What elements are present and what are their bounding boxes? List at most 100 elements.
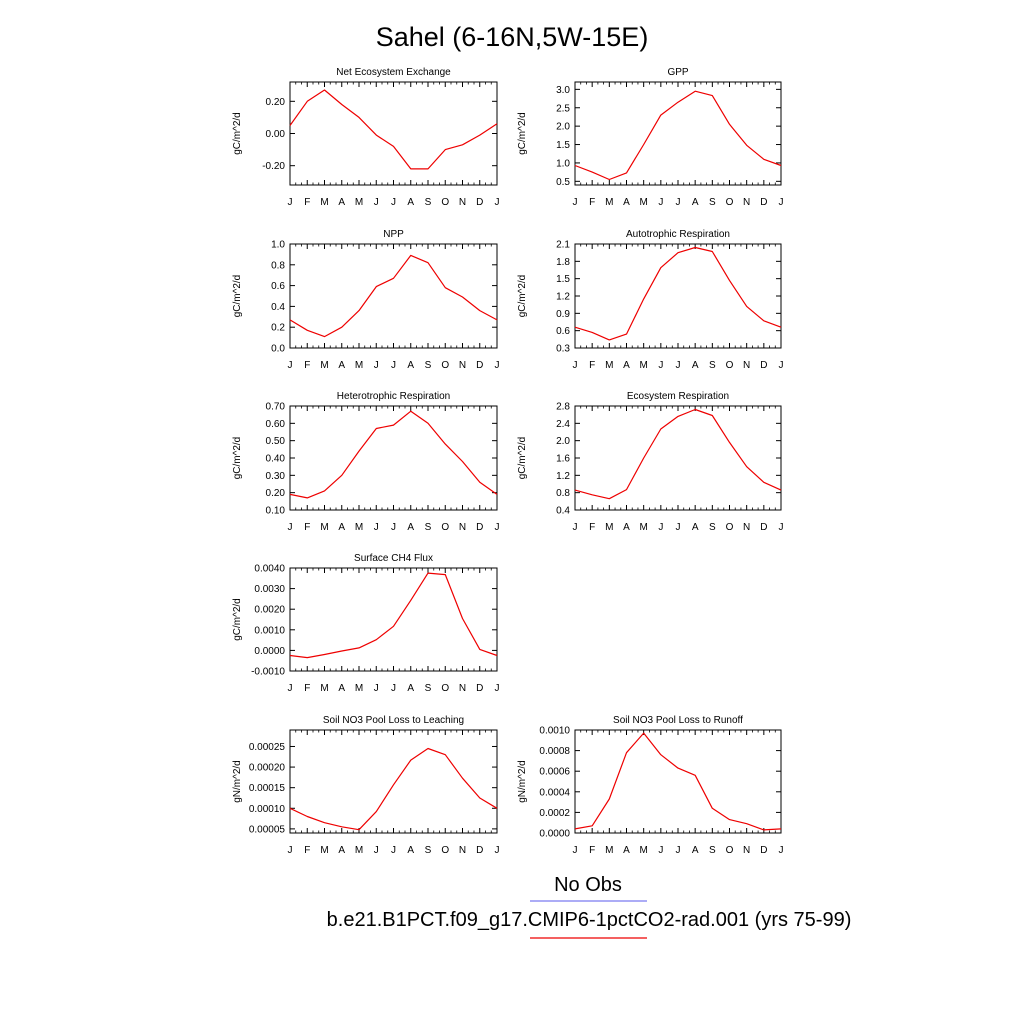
x-tick-label: A: [338, 683, 345, 694]
y-tick-label: 0.00025: [249, 742, 286, 753]
y-tick-label: 1.5: [556, 274, 570, 285]
x-tick-label: S: [709, 522, 716, 533]
x-tick-label: J: [288, 522, 293, 533]
y-tick-label: 0.0000: [539, 829, 570, 840]
x-tick-label: J: [374, 360, 379, 371]
x-tick-label: N: [459, 360, 466, 371]
x-tick-label: S: [425, 845, 432, 856]
x-tick-label: M: [320, 845, 328, 856]
y-tick-label: 0.0010: [254, 625, 285, 636]
x-tick-label: D: [476, 360, 483, 371]
x-tick-label: J: [391, 197, 396, 208]
y-tick-label: 0.00015: [249, 783, 286, 794]
x-tick-label: M: [639, 522, 647, 533]
x-tick-label: J: [676, 522, 681, 533]
x-tick-label: A: [692, 522, 699, 533]
x-tick-label: F: [304, 683, 310, 694]
x-tick-label: S: [709, 197, 716, 208]
x-tick-label: M: [320, 360, 328, 371]
y-tick-label: 0.40: [266, 454, 286, 465]
y-tick-label: 1.6: [556, 454, 570, 465]
y-axis-label: gN/m^2/d: [517, 760, 528, 803]
x-tick-label: F: [589, 845, 595, 856]
x-tick-label: S: [425, 683, 432, 694]
y-tick-label: 0.6: [271, 281, 285, 292]
x-tick-label: A: [338, 845, 345, 856]
x-tick-label: M: [355, 522, 363, 533]
y-tick-label: 0.2: [271, 323, 285, 334]
y-tick-label: 0.70: [266, 402, 286, 413]
x-tick-label: J: [779, 360, 784, 371]
plot-frame: [289, 243, 498, 349]
y-tick-label: 0.0006: [539, 767, 570, 778]
x-tick-label: M: [639, 845, 647, 856]
x-tick-label: M: [320, 522, 328, 533]
x-tick-label: O: [726, 845, 734, 856]
y-tick-label: 1.5: [556, 140, 570, 151]
series-line: [574, 732, 782, 831]
x-tick-label: N: [459, 683, 466, 694]
y-axis-label: gC/m^2/d: [232, 112, 243, 155]
y-tick-label: 0.5: [556, 177, 570, 188]
x-tick-label: O: [441, 197, 449, 208]
y-tick-label: 0.20: [266, 97, 286, 108]
x-tick-label: A: [407, 197, 414, 208]
x-tick-label: A: [338, 197, 345, 208]
x-tick-label: D: [760, 845, 767, 856]
x-tick-label: J: [391, 845, 396, 856]
x-tick-label: N: [459, 845, 466, 856]
x-tick-label: J: [288, 197, 293, 208]
y-tick-label: 0.50: [266, 436, 286, 447]
x-tick-label: J: [495, 845, 500, 856]
plot-frame: [574, 729, 782, 834]
panel-title: Surface CH4 Flux: [354, 553, 433, 564]
x-tick-label: A: [692, 197, 699, 208]
x-tick-label: J: [573, 360, 578, 371]
figure-title: Sahel (6-16N,5W-15E): [376, 22, 649, 52]
series-line: [289, 254, 498, 338]
x-tick-label: F: [589, 522, 595, 533]
x-tick-label: A: [407, 360, 414, 371]
x-tick-label: J: [658, 197, 663, 208]
panel-title: Net Ecosystem Exchange: [336, 67, 451, 78]
y-tick-label: 0.0002: [539, 808, 570, 819]
y-tick-label: 0.00020: [249, 763, 286, 774]
x-tick-label: F: [304, 522, 310, 533]
y-tick-label: 2.0: [556, 122, 570, 133]
series-line: [574, 408, 782, 500]
x-tick-label: O: [441, 360, 449, 371]
x-tick-label: S: [709, 845, 716, 856]
x-tick-label: J: [288, 683, 293, 694]
x-tick-label: M: [605, 522, 613, 533]
x-tick-label: N: [743, 360, 750, 371]
x-tick-label: A: [338, 360, 345, 371]
x-tick-label: A: [623, 522, 630, 533]
y-tick-label: 0.4: [271, 302, 285, 313]
x-tick-label: M: [355, 845, 363, 856]
x-tick-label: J: [676, 197, 681, 208]
y-tick-label: 0.0020: [254, 605, 285, 616]
x-tick-label: D: [476, 197, 483, 208]
x-tick-label: S: [425, 522, 432, 533]
y-tick-label: 2.8: [556, 402, 570, 413]
x-tick-label: M: [355, 683, 363, 694]
x-tick-label: D: [476, 683, 483, 694]
panel-title: NPP: [383, 229, 404, 240]
y-tick-label: 0.0000: [254, 646, 285, 657]
x-tick-label: O: [441, 522, 449, 533]
x-tick-label: F: [304, 197, 310, 208]
x-tick-label: J: [495, 683, 500, 694]
x-tick-label: N: [743, 522, 750, 533]
y-tick-label: 0.8: [271, 260, 285, 271]
y-axis-label: gC/m^2/d: [232, 598, 243, 641]
plot-frame: [574, 81, 782, 186]
x-tick-label: O: [726, 197, 734, 208]
x-tick-label: M: [605, 845, 613, 856]
series-line: [574, 90, 782, 181]
x-tick-label: J: [288, 845, 293, 856]
x-tick-label: O: [441, 683, 449, 694]
y-tick-label: 1.2: [556, 292, 570, 303]
legend-obs-label: No Obs: [554, 874, 622, 896]
x-tick-label: M: [320, 197, 328, 208]
